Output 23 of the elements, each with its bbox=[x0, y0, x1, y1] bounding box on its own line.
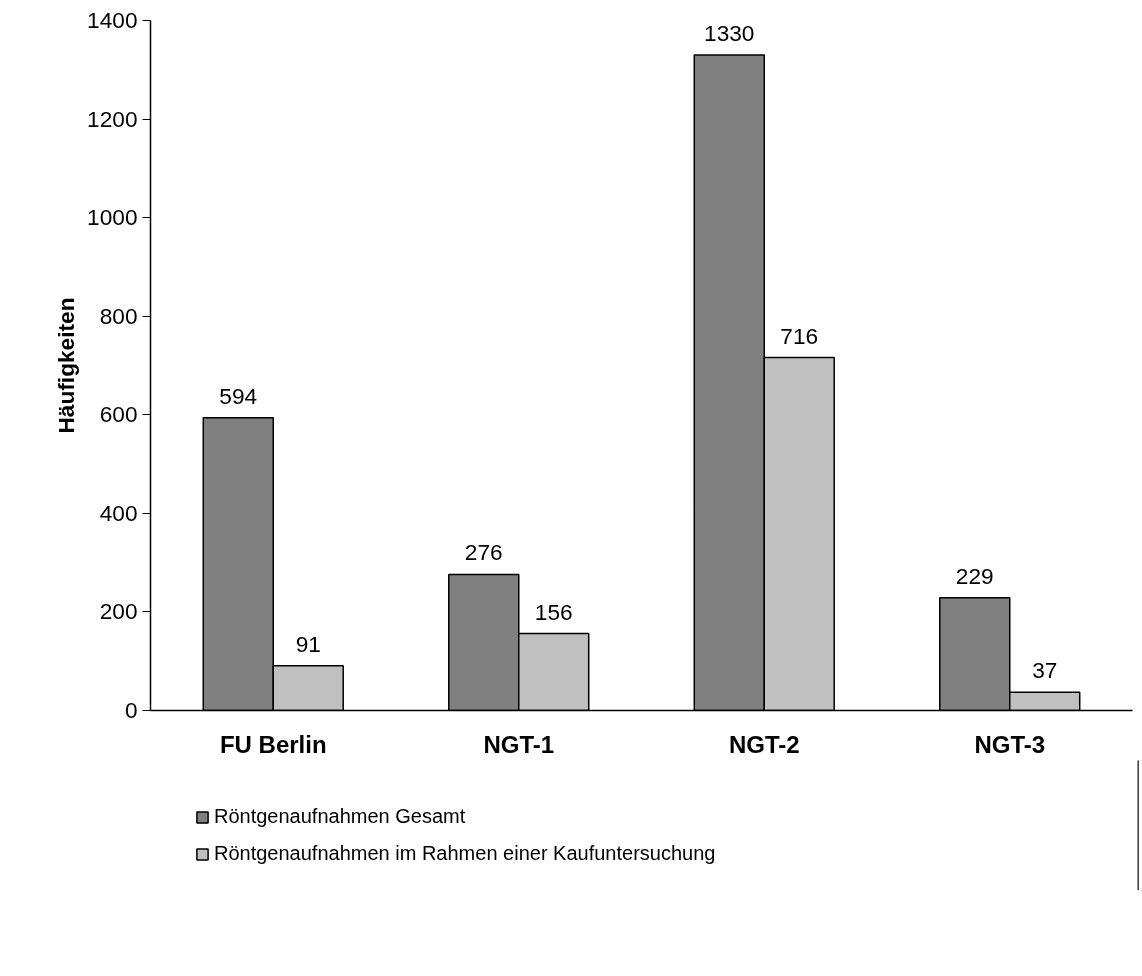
data-label: 276 bbox=[464, 539, 503, 566]
y-axis-title: Häufigkeiten bbox=[53, 297, 80, 434]
legend-label: Röntgenaufnahmen im Rahmen einer Kaufuntersuchung bbox=[214, 842, 716, 865]
data-label: 716 bbox=[780, 322, 819, 349]
x-tick-label: NGT-1 bbox=[483, 730, 555, 758]
y-tick-label: 1000 bbox=[87, 204, 138, 231]
y-tick-label: 1200 bbox=[87, 105, 138, 132]
y-tick-label: 800 bbox=[99, 302, 138, 329]
data-label: 229 bbox=[955, 562, 994, 589]
y-tick-label: 1400 bbox=[87, 7, 138, 33]
data-label: 91 bbox=[295, 630, 321, 657]
data-label: 1330 bbox=[704, 20, 755, 46]
data-label: 594 bbox=[219, 382, 258, 409]
y-tick-label: 0 bbox=[124, 697, 138, 723]
x-tick-label: NGT-3 bbox=[974, 730, 1046, 758]
data-label: 37 bbox=[1032, 657, 1058, 684]
y-tick-label: 200 bbox=[99, 598, 138, 625]
y-tick-label: 600 bbox=[99, 401, 138, 428]
legend-label: Röntgenaufnahmen Gesamt bbox=[214, 805, 466, 828]
data-label: 156 bbox=[534, 598, 573, 625]
x-tick-label: FU Berlin bbox=[219, 730, 327, 758]
y-tick-label: 400 bbox=[99, 499, 138, 526]
x-tick-label: NGT-2 bbox=[728, 730, 800, 758]
